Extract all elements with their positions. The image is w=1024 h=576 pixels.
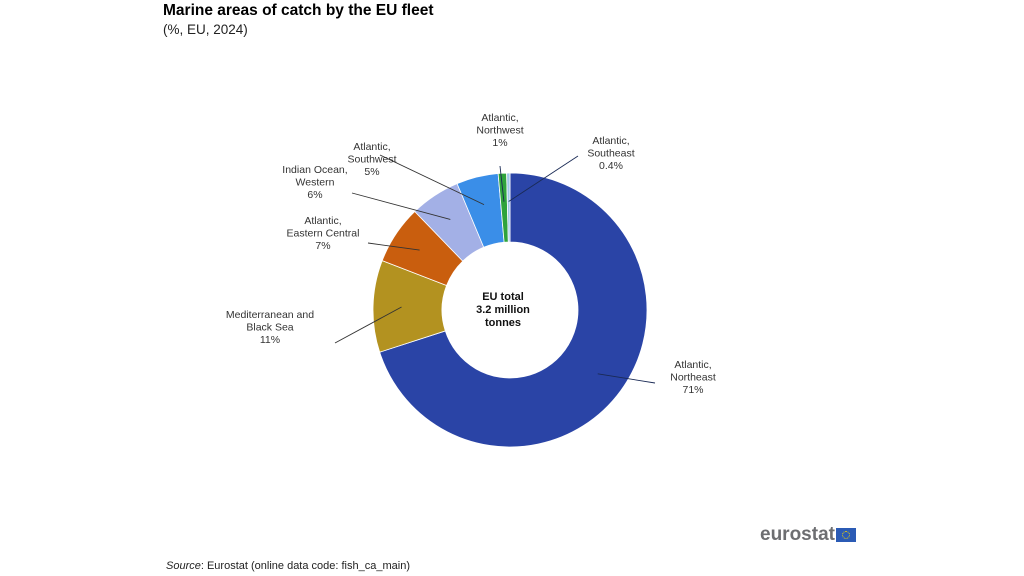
leader-line — [367, 242, 420, 251]
slice-labels: Atlantic, Northeast 71% Mediterranean and Bl… — [226, 112, 716, 396]
slice-atlantic-northeast[interactable] — [379, 172, 648, 448]
center-label-line: tonnes — [485, 317, 521, 329]
chart-subtitle: (%, EU, 2024) — [163, 22, 248, 37]
source-text: : Eurostat (online data code: fish_ca_ma… — [200, 560, 410, 572]
leader-line — [597, 373, 656, 384]
eurostat-logo: eurostat — [760, 524, 856, 546]
logo-text: eurostat — [760, 524, 835, 545]
slice-label: Atlantic, Northeast 71% — [670, 359, 716, 396]
source-note: Source: Eurostat (online data code: fish… — [166, 560, 410, 572]
center-label-line: EU total — [482, 291, 524, 303]
eu-flag-icon — [835, 528, 856, 542]
slice-label: Atlantic, Eastern Central 7% — [287, 215, 360, 252]
slice-label: Indian Ocean, Western 6% — [282, 164, 347, 201]
slice-label: Atlantic, Northwest 1% — [476, 112, 523, 149]
slice-label: Atlantic, Southeast 0.4% — [587, 135, 634, 172]
leader-line — [351, 192, 451, 220]
leader-lines — [334, 154, 656, 384]
leader-line — [508, 155, 579, 202]
leader-line — [334, 306, 402, 344]
donut-slices — [372, 172, 648, 448]
center-label-line: 3.2 million — [476, 304, 530, 316]
chart-title: Marine areas of catch by the EU fleet — [163, 2, 434, 19]
leader-line — [379, 154, 485, 206]
leader-line — [499, 165, 505, 202]
slice-atlantic-southeast[interactable] — [506, 172, 511, 243]
source-prefix: Source — [166, 560, 201, 572]
slice-label: Atlantic, Southwest 5% — [347, 141, 396, 178]
slice-label: Mediterranean and Black Sea 11% — [226, 309, 314, 346]
